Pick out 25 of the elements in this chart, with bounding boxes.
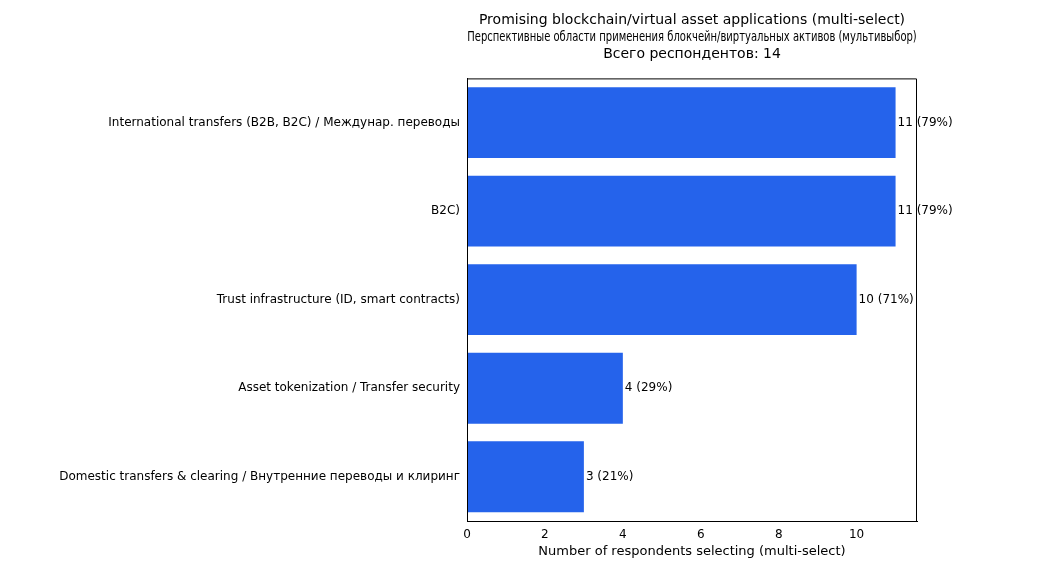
data-label: 4 (29%)	[624, 380, 673, 395]
y-tick-label: International transfers (B2B, B2C) / Междунар. переводы	[108, 114, 460, 129]
data-label: 3 (21%)	[585, 468, 634, 483]
x-tick-label: 4	[619, 527, 627, 542]
text: Promising blockchain/virtual asset applications (multi-select)	[478, 11, 906, 28]
data-label: 11 (79%)	[897, 114, 953, 129]
bar	[467, 264, 857, 336]
text: Перспективные области применения блокчейн/виртуальных активов (мультивыбор)	[467, 28, 917, 45]
x-tick-label: 10	[848, 527, 865, 542]
y-tick-label: Asset tokenization / Transfer security	[238, 380, 460, 395]
x-tick-label: 0	[463, 527, 471, 542]
y-tick-label: Trust infrastructure (ID, smart contracts)	[215, 291, 460, 306]
x-tick-label: 6	[696, 527, 705, 542]
x-axis-title: Number of respondents selecting (multi-select)	[538, 542, 846, 558]
bar	[467, 352, 623, 424]
bar	[467, 441, 584, 513]
data-label: 11 (79%)	[897, 203, 953, 218]
y-tick-label: B2C)	[431, 203, 460, 218]
bar	[467, 175, 896, 247]
data-label: 10 (71%)	[858, 291, 914, 306]
x-tick-label: 2	[541, 527, 549, 542]
y-tick-label: Domestic transfers & clearing / Внутренние переводы и клиринг	[59, 468, 460, 483]
x-tick-label: 8	[774, 527, 783, 542]
bar	[467, 87, 896, 159]
text: Всего респондентов: 14	[603, 44, 781, 61]
